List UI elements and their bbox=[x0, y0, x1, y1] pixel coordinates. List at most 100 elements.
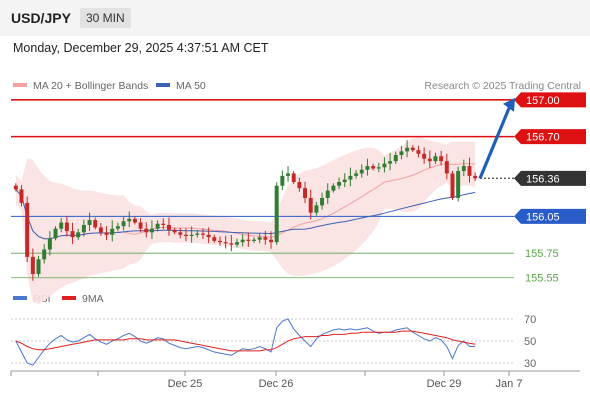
candle-body bbox=[240, 239, 245, 243]
candle bbox=[149, 220, 154, 240]
ma50-line bbox=[15, 189, 476, 240]
candle bbox=[422, 147, 427, 164]
candle bbox=[410, 145, 415, 153]
candle-body bbox=[76, 232, 81, 238]
rsi-tick-label: 70 bbox=[524, 314, 536, 326]
candle bbox=[303, 181, 308, 204]
candle-body bbox=[121, 221, 126, 227]
candle-body bbox=[70, 231, 75, 238]
candles bbox=[13, 140, 478, 281]
candle bbox=[257, 232, 262, 244]
candle-body bbox=[348, 175, 353, 180]
x-tick-label: Dec 26 bbox=[259, 378, 294, 390]
legend-ma20: MA 20 + Bollinger Bands bbox=[13, 80, 148, 92]
candle-body bbox=[30, 256, 35, 275]
candle bbox=[331, 183, 336, 193]
candle-body bbox=[138, 222, 143, 229]
candle bbox=[59, 218, 64, 233]
candle-body bbox=[98, 227, 103, 233]
legend-9ma-label: 9MA bbox=[82, 293, 104, 305]
candle bbox=[81, 219, 86, 237]
candle bbox=[172, 227, 177, 235]
candle bbox=[439, 150, 444, 166]
candle bbox=[320, 192, 325, 210]
candle-body bbox=[444, 161, 449, 174]
candle bbox=[427, 150, 432, 168]
candle bbox=[161, 218, 166, 230]
candle bbox=[212, 234, 217, 243]
candle bbox=[30, 248, 35, 281]
candle bbox=[416, 145, 421, 158]
candle-body bbox=[161, 223, 166, 225]
rsi-panel: 70 50 30 bbox=[11, 314, 536, 370]
candle-body bbox=[274, 185, 279, 243]
candle bbox=[195, 230, 200, 238]
candle-body bbox=[314, 205, 319, 213]
candle-body bbox=[104, 232, 109, 235]
candle bbox=[189, 226, 194, 243]
candle bbox=[348, 167, 353, 187]
level-label: 155.55 bbox=[525, 273, 559, 285]
candle bbox=[325, 183, 330, 204]
chart-header: USD/JPY 30 MIN bbox=[0, 0, 590, 36]
candle bbox=[337, 177, 342, 190]
candle-body bbox=[252, 239, 256, 241]
price-tag-label: 156.05 bbox=[526, 211, 560, 223]
candle bbox=[132, 216, 137, 225]
candle bbox=[110, 220, 115, 242]
rsi-tick-label: 30 bbox=[524, 358, 536, 370]
candle-body bbox=[269, 239, 274, 243]
candle bbox=[104, 225, 109, 240]
symbol-title: USD/JPY bbox=[11, 10, 71, 26]
candle-body bbox=[59, 222, 64, 229]
price-tag bbox=[514, 92, 586, 108]
candle-body bbox=[393, 155, 398, 162]
candle-body bbox=[149, 228, 154, 233]
candle-body bbox=[320, 197, 325, 206]
candle-body bbox=[308, 197, 313, 213]
candle bbox=[359, 164, 364, 178]
candle bbox=[64, 216, 69, 237]
candle bbox=[223, 235, 228, 249]
candle bbox=[286, 166, 291, 182]
candle-body bbox=[212, 237, 217, 241]
candle bbox=[450, 170, 455, 200]
candle bbox=[388, 152, 393, 171]
price-tags: 157.00 156.70 156.36 156.05 155.75 155.55 bbox=[478, 92, 586, 285]
candle bbox=[342, 173, 347, 188]
candle bbox=[393, 151, 398, 164]
candle-body bbox=[19, 189, 24, 203]
price-tag-label: 156.70 bbox=[526, 132, 560, 144]
candle-body bbox=[64, 222, 69, 232]
candle bbox=[42, 244, 47, 264]
candle-body bbox=[461, 166, 466, 171]
price-tag bbox=[514, 208, 586, 224]
candle-body bbox=[87, 220, 92, 225]
timestamp: Monday, December 29, 2025 4:37:51 AM CET bbox=[13, 41, 269, 55]
candle-body bbox=[229, 243, 234, 245]
candle bbox=[144, 222, 149, 238]
candle-body bbox=[342, 179, 347, 183]
candle bbox=[456, 166, 461, 202]
candle bbox=[19, 184, 24, 207]
candle-body bbox=[246, 239, 251, 241]
timeframe-button[interactable]: 30 MIN bbox=[80, 8, 131, 28]
legend-9ma: 9MA bbox=[62, 293, 104, 305]
x-axis: Dec 25 Dec 26 Dec 29 Jan 7 bbox=[10, 370, 580, 390]
candle-body bbox=[439, 156, 444, 162]
candle bbox=[461, 159, 466, 177]
candle-body bbox=[189, 234, 194, 237]
candle-body bbox=[399, 151, 404, 156]
candle bbox=[444, 153, 449, 180]
candle bbox=[70, 222, 75, 244]
candle-body bbox=[127, 218, 132, 222]
candle bbox=[155, 220, 160, 232]
candle-body bbox=[110, 228, 115, 235]
candle bbox=[433, 152, 438, 164]
candle-body bbox=[359, 169, 364, 174]
candle-body bbox=[410, 147, 415, 151]
candle bbox=[229, 235, 234, 252]
candle bbox=[399, 145, 404, 160]
price-tag-label: 157.00 bbox=[526, 95, 560, 107]
